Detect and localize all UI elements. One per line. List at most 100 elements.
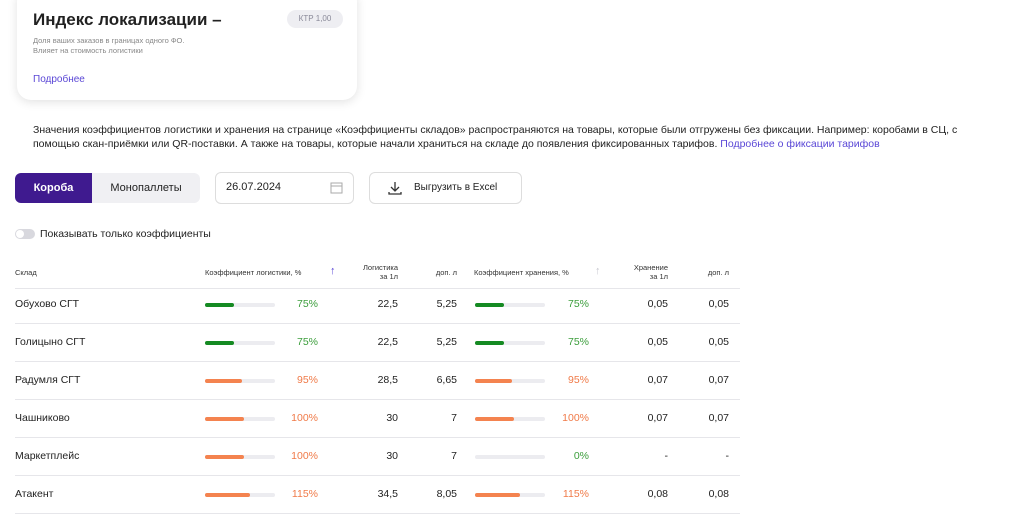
cell-value: 7 [451,412,457,424]
cell-value: 0,07 [647,412,668,424]
coefficient-bar [205,303,235,307]
export-button[interactable]: Выгрузить в Excel [369,172,522,204]
cell-value: 0,05 [708,298,729,310]
coefficient-track [475,417,545,421]
cell-value: 34,5 [377,488,398,500]
coefficient-bar [475,417,514,421]
cell-value: 7 [451,450,457,462]
coefficient-value: 100% [562,412,589,424]
cell-value: 0,08 [708,488,729,500]
coefficient-track [205,379,275,383]
coefficient-track [205,303,275,307]
coefficient-value: 75% [567,298,589,310]
coefficient-track [475,493,545,497]
coefficient-value: 115% [562,488,589,500]
date-value: 26.07.2024 [226,181,282,193]
cell-value: - [725,450,730,462]
coefficient-track [205,493,275,497]
sort-arrow: ↑ [330,265,336,277]
separator [15,437,740,438]
cell-value: 22,5 [377,298,398,310]
warehouse-name: Атакент [15,488,54,500]
cell-value: 30 [386,412,398,424]
coefficient-value: 75% [296,298,318,310]
coefficient-value: 0% [573,450,589,462]
coefficient-bar [475,379,512,383]
download-icon [388,182,402,195]
cell-value: 0,05 [647,336,668,348]
cell-value: 0,05 [647,298,668,310]
column-header: за 1л [379,272,398,281]
coefficient-bar [205,379,242,383]
export-label: Выгрузить в Excel [414,182,498,193]
page: Индекс локализации – КТР 1,00 Доля ваших… [15,10,958,514]
separator [15,361,740,362]
coefficient-track [475,341,545,345]
toggle[interactable] [15,229,35,239]
cell-value: 0,05 [708,336,729,348]
coefficient-track [205,417,275,421]
cell-value: - [664,450,669,462]
cell-value: 8,05 [436,488,457,500]
column-header: Склад [15,268,37,277]
column-header: за 1л [649,272,668,281]
card-link[interactable]: Подробнее [33,74,85,85]
coefficient-value: 95% [296,374,318,386]
warehouse-name: Маркетплейс [15,450,80,462]
coefficient-bar [475,493,520,497]
cell-value: 6,65 [436,374,457,386]
cell-value: 5,25 [436,298,457,310]
coefficient-value: 115% [291,488,318,500]
cell-value: 22,5 [377,336,398,348]
tab[interactable]: Монопаллеты [92,173,200,203]
cell-value: 0,07 [708,374,729,386]
tab-active[interactable]: Короба [15,173,92,203]
card-title: Индекс локализации – [33,10,222,29]
column-header: Коэффициент логистики, % [205,268,302,277]
column-header: Логистика [362,263,398,272]
notice-text: помощью скан-приёмки или QR-поставки. А … [33,138,880,150]
card-description: Доля ваших заказов в границах одного ФО. [33,36,185,45]
warehouse-name: Радумля СГТ [15,374,81,386]
warehouse-name: Голицыно СГТ [15,336,86,348]
coefficient-track [475,455,545,459]
badge: КТР 1,00 [287,10,343,28]
coefficient-bar [205,455,244,459]
coefficient-bar [205,493,250,497]
column-header: доп. л [435,268,457,277]
coefficient-track [475,379,545,383]
column-header: Хранение [633,263,668,272]
coefficient-bar [205,341,235,345]
separator [15,475,740,476]
notice-text: помощью скан-приёмки или QR-поставки. А … [33,138,718,150]
coefficient-value: 75% [567,336,589,348]
cell-value: 30 [386,450,398,462]
cell-value: 0,08 [647,488,668,500]
calendar-icon [330,182,343,194]
warehouse-name: Обухово СГТ [15,298,80,310]
separator [15,288,740,289]
notice-link[interactable]: Подробнее о фиксации тарифов [720,138,880,150]
cell-value: 28,5 [377,374,398,386]
coefficient-value: 95% [567,374,589,386]
cell-value: 0,07 [647,374,668,386]
toggle-label: Показывать только коэффициенты [40,228,211,240]
coefficient-bar [475,303,505,307]
separator [15,399,740,400]
coefficient-track [205,341,275,345]
card-description: Влияет на стоимость логистики [33,46,143,55]
separator [15,323,740,324]
coefficient-bar [475,341,505,345]
warehouse-name: Чашниково [15,412,70,424]
notice-text: Значения коэффициентов логистики и хране… [33,124,958,136]
cell-value: 5,25 [436,336,457,348]
coefficient-track [205,455,275,459]
coefficient-value: 100% [291,412,318,424]
column-header: Коэффициент хранения, % [474,268,569,277]
sort-arrow: ↑ [595,265,601,277]
column-header: доп. л [707,268,729,277]
date-input[interactable]: 26.07.2024 [215,172,354,204]
coefficient-track [475,303,545,307]
cell-value: 0,07 [708,412,729,424]
coefficient-value: 100% [291,450,318,462]
